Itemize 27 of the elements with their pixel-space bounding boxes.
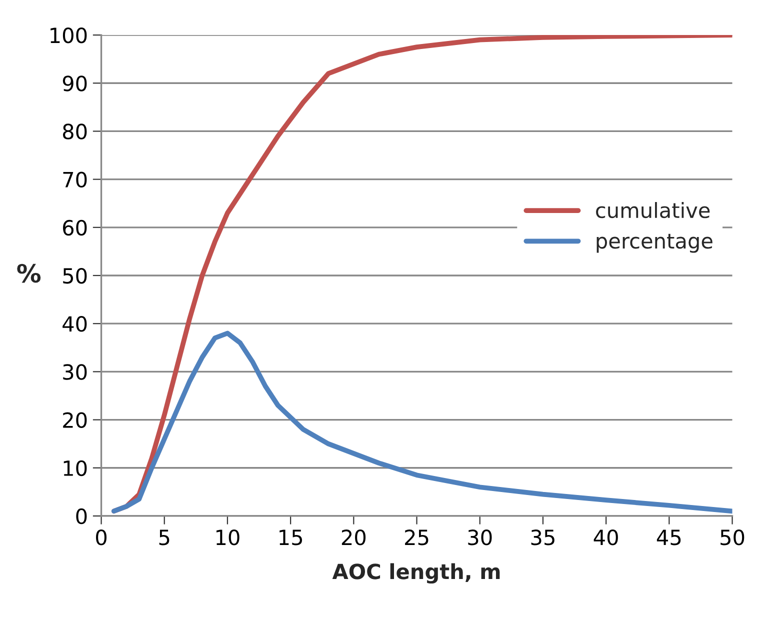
x-axis-title: AOC length, m xyxy=(332,563,500,584)
y-tick-label: 20 xyxy=(63,412,87,428)
x-tick-label: 35 xyxy=(531,530,554,546)
y-tick-label: 40 xyxy=(62,316,87,332)
y-tick-label: 70 xyxy=(63,172,87,188)
x-tick-label: 0 xyxy=(96,530,107,546)
x-tick-label: 30 xyxy=(468,530,492,546)
y-tick-label: 0 xyxy=(76,508,87,524)
y-tick-label: 90 xyxy=(62,76,87,92)
x-tick-label: 45 xyxy=(656,530,681,546)
y-tick-label: 10 xyxy=(64,460,87,476)
y-tick-label: 80 xyxy=(62,124,87,140)
y-tick-label: 60 xyxy=(63,220,87,236)
y-tick-label: 30 xyxy=(63,364,87,380)
x-tick-label: 40 xyxy=(594,530,618,546)
legend-label: cumulative xyxy=(596,202,710,218)
x-tick-label: 15 xyxy=(280,530,302,546)
x-tick-label: 50 xyxy=(720,530,744,546)
y-tick-label: 50 xyxy=(63,268,87,284)
legend-label: percentage xyxy=(596,234,712,253)
x-tick-label: 5 xyxy=(159,530,170,546)
x-tick-label: 10 xyxy=(216,530,240,546)
x-tick-label: 20 xyxy=(342,530,366,546)
y-axis-title: % xyxy=(17,264,41,283)
y-tick-label: 100 xyxy=(50,27,87,44)
x-tick-label: 25 xyxy=(405,530,428,546)
line-series xyxy=(111,330,732,514)
